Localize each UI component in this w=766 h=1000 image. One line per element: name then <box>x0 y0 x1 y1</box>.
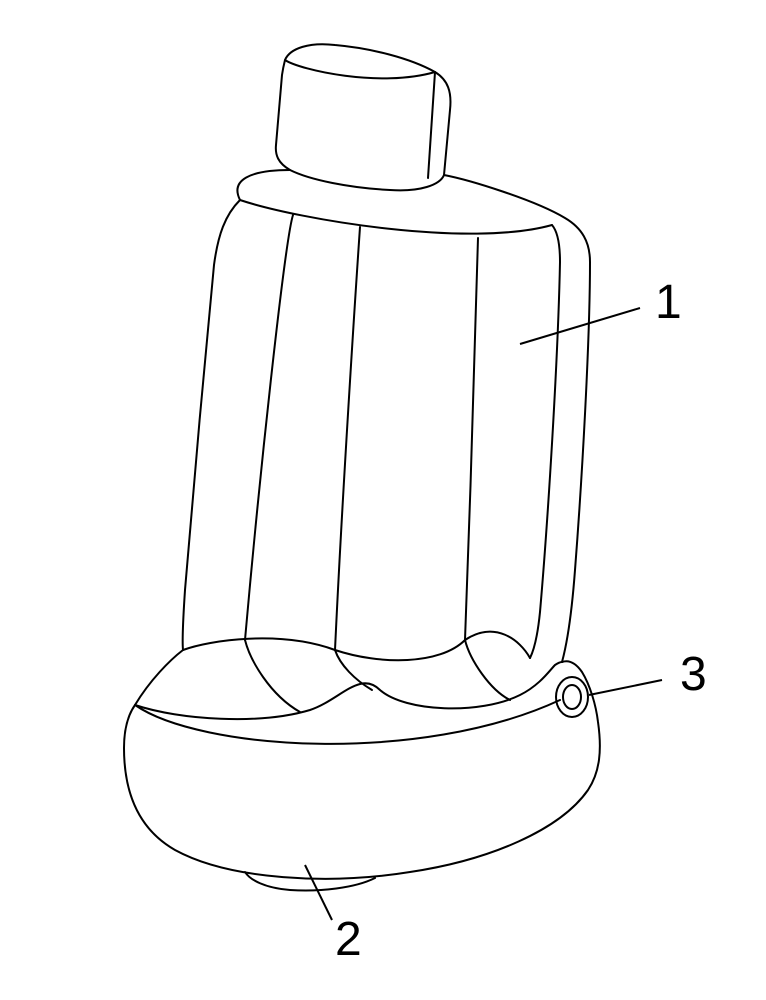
cushion-wrinkle-3 <box>465 640 510 700</box>
side-knob-inner <box>563 685 581 709</box>
label-2: 2 <box>335 913 362 966</box>
cushion-front-seam <box>135 700 560 744</box>
leader-lines <box>305 308 662 920</box>
seat-back-top-edge <box>240 200 552 234</box>
cushion-skirt <box>124 661 600 878</box>
seat-back-seam-left <box>245 215 293 640</box>
leader-3 <box>589 680 662 695</box>
seat-drawing <box>124 44 600 890</box>
cushion-top-left <box>135 650 562 719</box>
car-seat-diagram: 1 3 2 <box>0 0 766 1000</box>
leader-2 <box>305 865 332 920</box>
label-1: 1 <box>655 276 682 329</box>
seat-back-outline <box>183 170 590 662</box>
leader-1 <box>520 308 640 344</box>
seat-back-right-seam <box>530 225 560 658</box>
side-knob-outer <box>556 677 588 717</box>
seat-back-seam-right <box>465 238 478 640</box>
labels: 1 3 2 <box>335 276 707 966</box>
cushion-wrinkle-1 <box>245 640 300 712</box>
label-3: 3 <box>680 648 707 701</box>
seat-back-seam-mid <box>335 227 360 650</box>
headrest-side-seam <box>428 72 435 178</box>
seat-back-bottom <box>183 632 530 661</box>
